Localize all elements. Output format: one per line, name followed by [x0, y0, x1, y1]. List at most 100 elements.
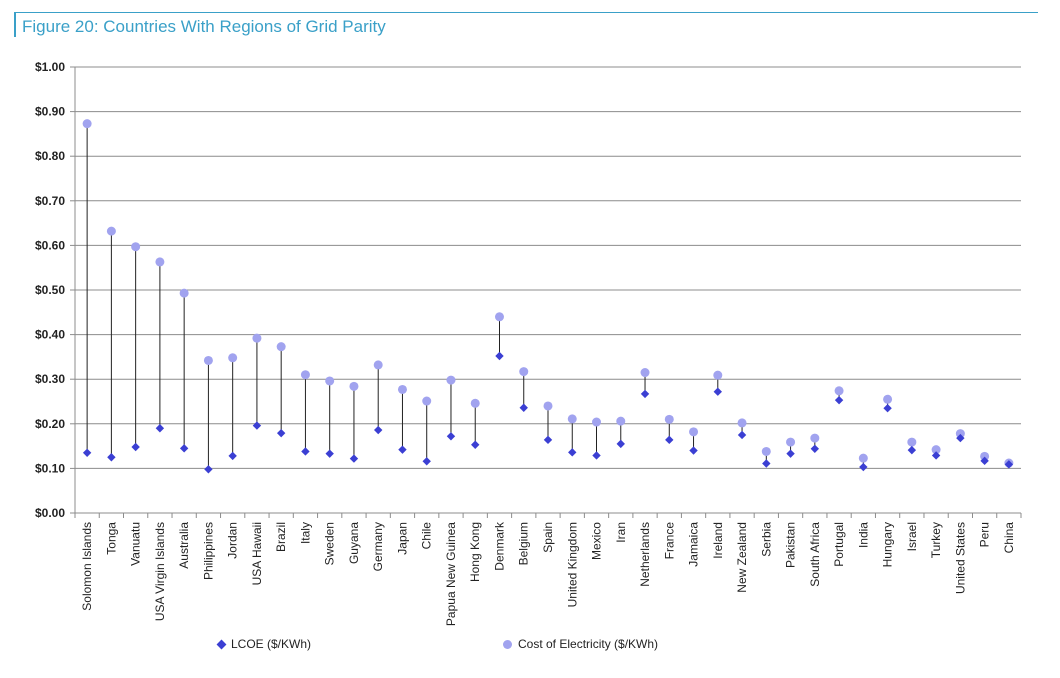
cost-point — [664, 414, 674, 424]
lcoe-point — [786, 449, 795, 458]
cost-point — [203, 355, 213, 365]
lcoe-point — [665, 435, 674, 445]
cost-point — [616, 416, 626, 426]
cost-point — [592, 417, 602, 427]
lcoe-point — [568, 448, 577, 457]
legend-item-cost: Cost of Electricity ($/KWh) — [503, 637, 658, 651]
x-tick-label: France — [662, 522, 676, 560]
x-tick-label: Israel — [905, 522, 919, 551]
x-tick-label: Iran — [614, 522, 628, 543]
lcoe-point — [956, 433, 965, 443]
cost-point — [737, 418, 747, 428]
x-tick-label: Hungary — [881, 522, 895, 567]
data-points — [82, 119, 1014, 474]
y-tick-label: $0.50 — [35, 283, 65, 297]
cost-point — [713, 370, 723, 380]
lcoe-point — [1004, 460, 1014, 469]
lcoe-point — [107, 453, 116, 462]
y-tick-label: $0.60 — [35, 238, 65, 252]
x-tick-label: Denmark — [492, 521, 506, 571]
cost-point — [761, 446, 771, 456]
x-tick-label: Serbia — [759, 522, 773, 557]
lcoe-point — [713, 387, 722, 396]
legend-label-lcoe: LCOE ($/KWh) — [231, 637, 312, 651]
lcoe-point — [737, 430, 747, 440]
x-tick-label: United Kingdom — [565, 522, 579, 607]
legend-item-lcoe: LCOE ($/KWh) — [216, 637, 312, 651]
lcoe-point — [422, 457, 431, 466]
x-tick-label: Spain — [541, 522, 555, 553]
x-tick-label: United States — [953, 522, 967, 594]
lcoe-point — [374, 425, 383, 435]
lcoe-point — [446, 432, 456, 441]
lcoe-point — [834, 395, 844, 405]
cost-point — [397, 384, 407, 394]
x-tick-label: Jordan — [226, 522, 240, 559]
x-tick-label: Japan — [395, 522, 409, 555]
x-tick-label: Germany — [371, 522, 385, 571]
lcoe-point — [276, 428, 286, 438]
figure-header: Figure 20: Countries With Regions of Gri… — [14, 12, 1038, 37]
x-tick-label: Jamaica — [687, 522, 701, 567]
lcoe-point — [762, 459, 771, 468]
lcoe-point — [859, 462, 868, 472]
cost-point — [883, 394, 893, 404]
y-tick-label: $0.80 — [35, 149, 65, 163]
stems — [86, 123, 1010, 470]
x-tick-label: Ireland — [711, 522, 725, 559]
x-tick-label: Papua New Guinea — [444, 522, 458, 626]
x-tick-label: Netherlands — [638, 522, 652, 587]
x-tick-label: Philippines — [201, 522, 215, 580]
cost-point — [494, 312, 504, 322]
x-tick-label: Hong Kong — [468, 522, 482, 582]
cost-point — [519, 367, 529, 377]
cost-point — [276, 342, 286, 352]
cost-point — [858, 453, 868, 463]
cost-point — [106, 226, 116, 236]
cost-point — [373, 360, 383, 370]
y-tick-label: $0.00 — [35, 506, 65, 520]
x-tick-label: Vanuatu — [129, 522, 143, 566]
x-tick-label: Turkey — [929, 522, 943, 558]
x-axis-labels: Solomon Islands Tonga Vanuatu USA Virgin Is… — [80, 521, 1016, 626]
x-tick-label: Belgium — [517, 522, 531, 565]
y-tick-label: $0.20 — [35, 417, 65, 431]
lcoe-point — [689, 446, 698, 455]
cost-point — [422, 396, 432, 406]
cost-point — [300, 370, 310, 380]
x-tick-label: Chile — [420, 522, 434, 550]
cost-point — [931, 445, 941, 455]
lcoe-point — [592, 451, 601, 460]
cost-point — [907, 437, 917, 447]
lcoe-point — [810, 444, 820, 453]
y-axis-ticks: $0.00 $0.10 $0.20 $0.30 $0.40 $0.50 $0.60 $0.70… — [35, 60, 75, 520]
cost-point — [810, 433, 820, 443]
x-tick-label: Tonga — [104, 522, 118, 555]
cost-point — [179, 288, 189, 298]
x-tick-label: USA Hawaii — [250, 522, 264, 585]
cost-point — [131, 242, 141, 252]
y-tick-label: $0.40 — [35, 328, 65, 342]
y-tick-label: $0.10 — [35, 461, 65, 475]
lcoe-point — [519, 403, 528, 412]
cost-point — [689, 427, 699, 437]
y-tick-label: $0.70 — [35, 194, 65, 208]
cost-point — [640, 368, 650, 378]
lcoe-point — [471, 440, 480, 449]
lcoe-point — [179, 444, 189, 453]
lcoe-point — [301, 447, 310, 456]
lcoe-point — [131, 442, 140, 452]
x-tick-label: Italy — [298, 522, 312, 544]
y-tick-label: $0.90 — [35, 105, 65, 119]
axes — [74, 67, 1022, 518]
lcoe-point — [252, 421, 262, 430]
lcoe-point — [543, 435, 553, 445]
x-tick-label: South Africa — [808, 522, 822, 587]
lcoe-point — [204, 465, 213, 474]
cost-point — [543, 401, 553, 411]
cost-point — [446, 375, 456, 385]
lcoe-point — [349, 454, 359, 463]
lcoe-point — [616, 439, 625, 449]
lcoe-point — [495, 351, 504, 361]
